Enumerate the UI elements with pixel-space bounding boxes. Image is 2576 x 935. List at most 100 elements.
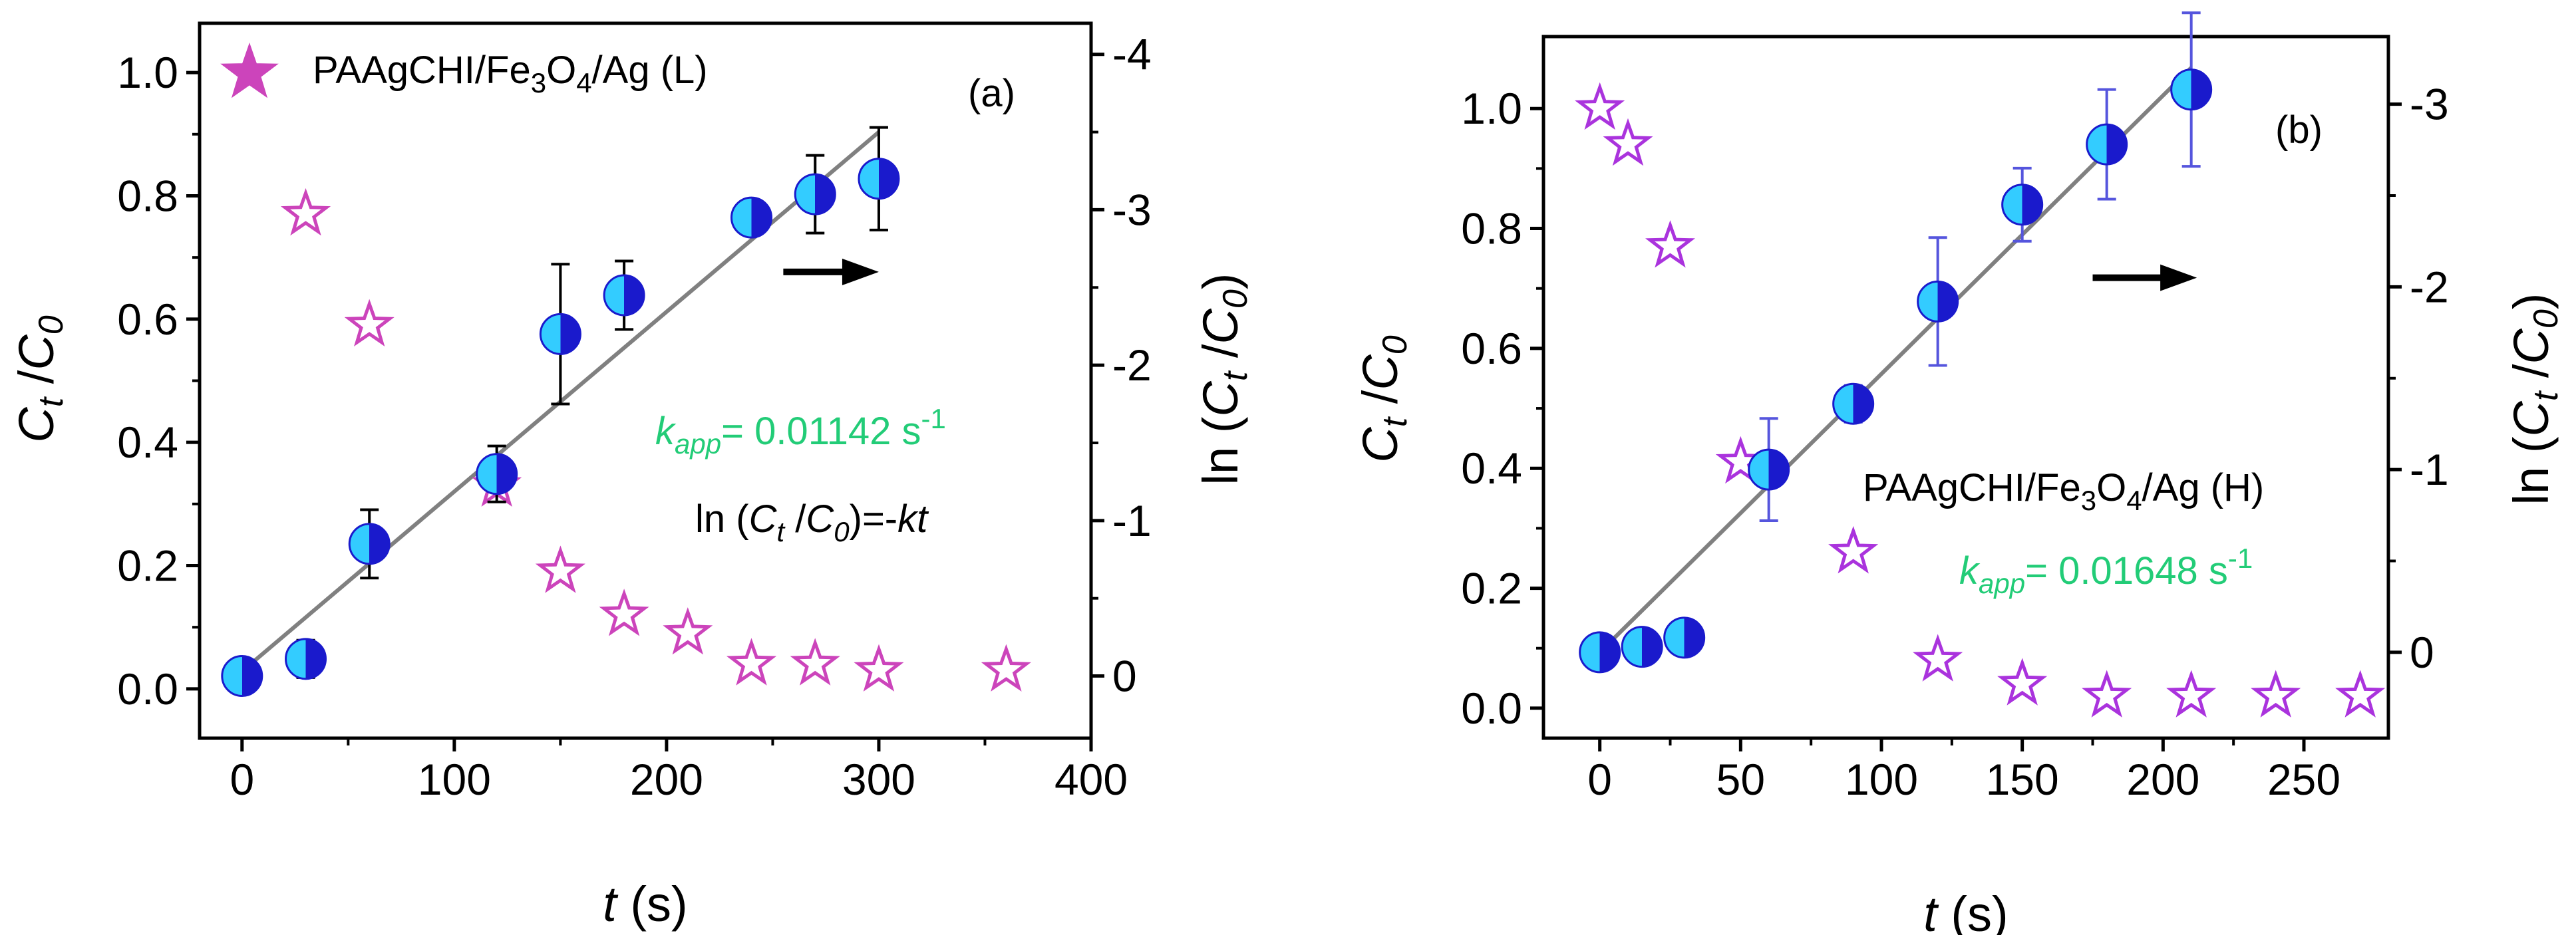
x-tick-label: 300 <box>842 755 915 804</box>
y-axis-right-title-a: ln (Ct /C0) <box>1193 273 1255 485</box>
data-point-circle <box>348 523 391 565</box>
x-tick-label: 100 <box>1845 755 1918 804</box>
legend-label-a: PAAgCHI/Fe3O4/Ag (L) <box>313 49 708 98</box>
y-right-tick-label: -1 <box>2410 445 2449 494</box>
y-left-tick-label: 1.0 <box>1461 84 1522 133</box>
y-left-tick-label: 0.0 <box>117 664 178 714</box>
kapp-annotation-b: kapp= 0.01648 s-1 <box>1959 543 2253 599</box>
data-point-circle <box>285 638 327 680</box>
panel-label-a: (a) <box>968 72 1015 115</box>
data-point-star <box>1828 526 1879 574</box>
y-right-tick-label: -1 <box>1112 496 1152 545</box>
data-point-star <box>1575 82 1625 130</box>
fit-line <box>1598 66 2193 654</box>
y-ticks-left-b: 0.0 0.2 0.4 0.6 0.8 1.0 <box>1461 84 1543 733</box>
data-point-star <box>2335 670 2386 718</box>
y-left-tick-label: 0.8 <box>1461 204 1522 253</box>
data-point-star <box>790 638 840 686</box>
arrow-head-icon <box>842 258 879 285</box>
data-point-circle <box>1832 382 1875 425</box>
x-tick-label: 150 <box>1986 755 2059 804</box>
data-point-circle <box>221 655 263 698</box>
data-point-star <box>2251 670 2301 718</box>
y-ticks-left-a: 0.0 0.2 0.4 0.6 0.8 1.0 <box>117 48 200 714</box>
y-axis-right-title-b: ln (Ct /C0) <box>2503 293 2565 505</box>
x-tick-label: 400 <box>1054 755 1128 804</box>
y-left-tick-label: 0.2 <box>1461 564 1522 613</box>
y-left-tick-label: 0.2 <box>117 541 178 591</box>
y-right-tick-label: -2 <box>2410 262 2449 311</box>
y-left-tick-label: 1.0 <box>117 48 178 97</box>
data-point-star <box>599 589 649 636</box>
x-tick-label: 100 <box>418 755 491 804</box>
marks-a <box>221 126 1031 698</box>
data-point-circle <box>1579 631 1621 674</box>
x-tick-label: 250 <box>2267 755 2340 804</box>
data-point-circle <box>1621 626 1663 668</box>
data-point-star <box>2166 670 2217 718</box>
equation-annotation-a: ln (Ct /C0)=-kt <box>695 497 929 547</box>
y-axis-left-title-b: Ct /C0 <box>1353 335 1414 462</box>
y-right-tick-label: -2 <box>1112 340 1152 390</box>
panel-label-b: (b) <box>2275 108 2323 152</box>
data-point-star <box>2082 670 2132 718</box>
data-point-circle <box>476 453 518 495</box>
y-left-tick-label: 0.6 <box>117 295 178 344</box>
x-tick-label: 200 <box>630 755 703 804</box>
x-tick-label: 200 <box>2126 755 2199 804</box>
legend-label-b: PAAgCHI/Fe3O4/Ag (H) <box>1863 466 2264 516</box>
x-tick-label: 50 <box>1716 755 1765 804</box>
x-tick-label: 0 <box>230 755 254 804</box>
y-left-tick-label: 0.4 <box>1461 444 1522 493</box>
y-left-tick-label: 0.6 <box>1461 324 1522 373</box>
y-ticks-right-b: 0 -1 -2 -3 <box>2388 80 2449 677</box>
chart-panel-b: 0 50 100 150 200 250 0.0 0.2 0.4 0.6 0.8 1.0 0 -1 -2… <box>1353 11 2565 935</box>
kapp-annotation-a: kapp= 0.01142 s-1 <box>655 403 946 460</box>
y-right-tick-label: -3 <box>2410 80 2449 129</box>
data-point-star <box>535 545 585 593</box>
data-point-star <box>1645 220 1695 268</box>
y-right-tick-label: -3 <box>1112 185 1152 234</box>
data-point-circle <box>1748 448 1790 491</box>
x-axis-title-b: t (s) <box>1923 886 2008 935</box>
data-point-circle <box>1917 280 1959 323</box>
y-right-tick-label: 0 <box>2410 628 2434 677</box>
data-point-circle <box>1663 616 1706 659</box>
y-left-tick-label: 0.4 <box>117 418 178 467</box>
x-axis-title-a: t (s) <box>603 876 687 932</box>
data-point-star <box>854 644 904 692</box>
plot-frame-a <box>198 21 1093 740</box>
data-point-circle <box>730 196 773 239</box>
data-point-star <box>1913 634 1963 682</box>
x-ticks-a: 0 100 200 300 400 <box>230 738 1128 804</box>
x-ticks-b: 0 50 100 150 200 250 <box>1587 738 2340 804</box>
y-left-tick-label: 0.0 <box>1461 684 1522 733</box>
data-point-circle <box>858 158 900 200</box>
marks-b <box>1575 11 2386 718</box>
data-point-star <box>663 607 713 655</box>
data-point-star <box>280 188 331 236</box>
data-point-star <box>981 644 1031 692</box>
y-axis-left-title-a: Ct /C0 <box>9 315 71 442</box>
data-point-circle <box>539 313 581 355</box>
chart-panel-a: 0 100 200 300 400 0.0 0.2 0.4 0.6 0.8 1.0 0 -1 -2 -3… <box>9 21 1255 932</box>
data-point-star <box>344 299 395 347</box>
y-right-tick-label: -4 <box>1112 30 1152 79</box>
data-point-circle <box>2086 123 2128 166</box>
data-point-circle <box>2001 184 2044 226</box>
data-point-circle <box>603 274 645 317</box>
y-right-tick-label: 0 <box>1112 652 1137 701</box>
legend-a: PAAgCHI/Fe3O4/Ag (L) <box>220 42 708 98</box>
data-point-circle <box>2170 68 2213 111</box>
x-tick-label: 0 <box>1587 755 1612 804</box>
data-point-circle <box>794 173 836 215</box>
y-ticks-right-a: 0 -1 -2 -3 -4 <box>1091 30 1152 701</box>
data-point-star <box>1603 118 1653 166</box>
plot-frame-b <box>1541 35 2390 740</box>
data-point-star <box>726 638 777 686</box>
arrow-head-icon <box>2160 264 2197 291</box>
y-left-tick-label: 0.8 <box>117 171 178 220</box>
legend-star-icon-a <box>220 42 279 98</box>
data-point-star <box>1997 658 2048 706</box>
